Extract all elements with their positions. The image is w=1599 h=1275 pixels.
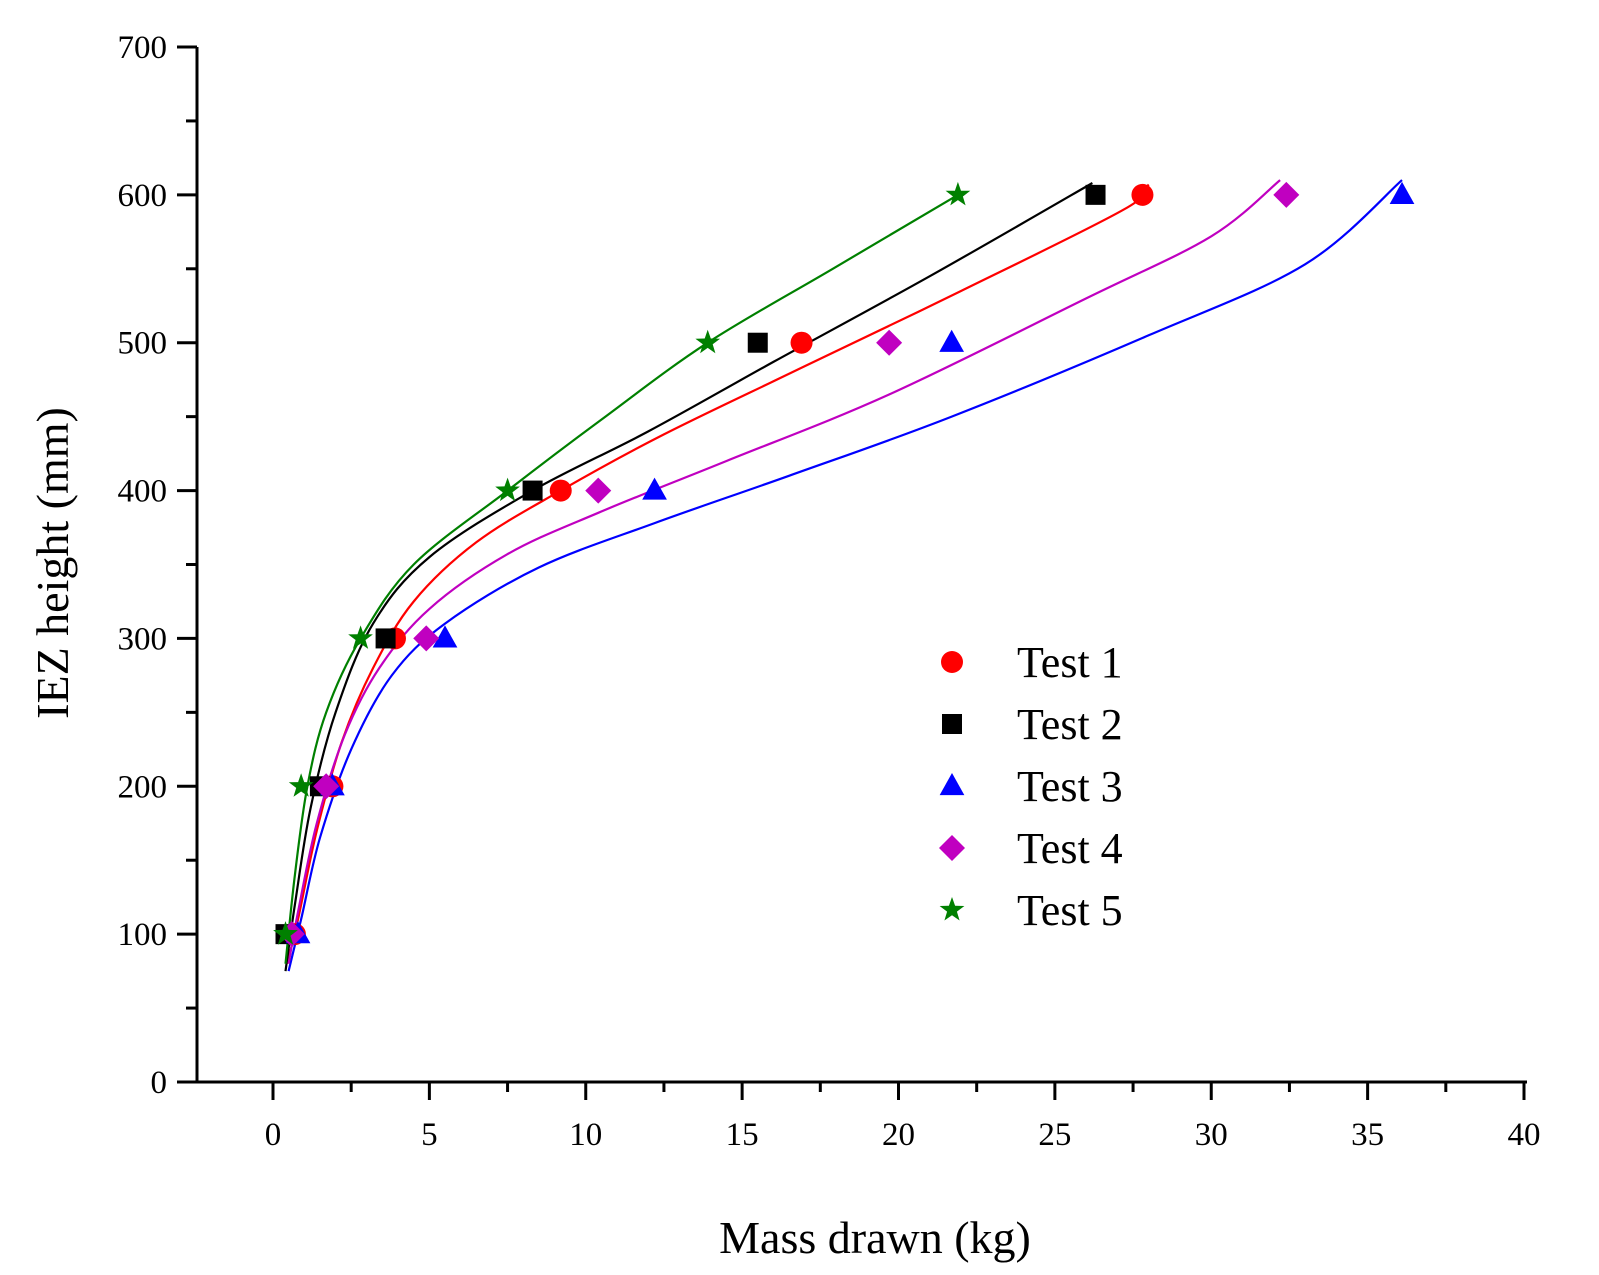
data-point-test-5 (348, 625, 373, 649)
data-point-test-2 (1085, 184, 1106, 205)
y-tick-label: 300 (118, 621, 168, 657)
legend-item-test-4: Test 4 (939, 824, 1123, 873)
legend: Test 1 Test 2 Test 3 Test 4 Test 5 (939, 638, 1123, 935)
legend-marker-test-3 (939, 773, 965, 796)
data-point-test-3 (1389, 181, 1415, 204)
legend-label: Test 2 (1017, 700, 1123, 749)
data-point-test-1 (1131, 183, 1154, 206)
legend-label: Test 5 (1017, 886, 1123, 935)
axes-layer: 0 100 200 300 400 500 600 700 0 5 10 15 20 25 30 35 40 (118, 30, 1541, 1153)
y-axis-title: IEZ height (mm) (27, 407, 78, 719)
fit-line-test-5 (284, 193, 959, 964)
x-tick-label: 5 (421, 1117, 438, 1153)
legend-label: Test 4 (1017, 824, 1123, 873)
data-point-test-4 (413, 625, 440, 652)
y-tick-label: 200 (118, 769, 168, 805)
fit-line-test-1 (286, 183, 1150, 964)
x-tick-label: 10 (569, 1117, 602, 1153)
data-point-test-4 (313, 773, 340, 800)
legend-item-test-3: Test 3 (939, 762, 1123, 811)
legend-item-test-2: Test 2 (942, 700, 1123, 749)
data-point-test-5 (273, 921, 298, 945)
fit-lines-layer (284, 179, 1403, 972)
data-point-test-4 (1273, 181, 1300, 208)
y-tick-label: 100 (118, 917, 168, 953)
data-point-test-5 (288, 773, 314, 797)
x-tick-label: 25 (1038, 1117, 1071, 1153)
data-point-test-3 (432, 625, 458, 648)
x-axis-title: Mass drawn (kg) (719, 1212, 1031, 1263)
legend-marker-test-1 (941, 651, 963, 673)
data-point-test-2 (522, 480, 543, 501)
x-tick-label: 15 (726, 1117, 759, 1153)
legend-item-test-5: Test 5 (939, 886, 1123, 935)
legend-marker-test-2 (942, 714, 962, 734)
legend-item-test-1: Test 1 (941, 638, 1123, 687)
x-tick-label: 30 (1195, 1117, 1228, 1153)
y-tick-label: 500 (118, 326, 168, 362)
data-point-test-5 (945, 181, 971, 206)
legend-label: Test 3 (1017, 762, 1123, 811)
data-point-test-2 (375, 628, 396, 649)
data-point-test-5 (495, 477, 520, 502)
markers-layer (273, 181, 1415, 948)
data-point-test-3 (642, 477, 667, 500)
y-tick-label: 400 (118, 474, 168, 510)
x-tick-label: 0 (265, 1117, 282, 1153)
y-tick-label: 600 (118, 178, 168, 214)
data-point-test-1 (549, 479, 572, 502)
y-tick-label: 700 (118, 30, 168, 66)
fit-line-test-3 (287, 179, 1403, 972)
data-point-test-2 (747, 332, 768, 353)
x-tick-label: 40 (1508, 1117, 1541, 1153)
data-point-test-5 (695, 329, 721, 354)
x-tick-label: 20 (882, 1117, 915, 1153)
legend-marker-test-4 (939, 835, 965, 861)
fit-line-test-4 (287, 179, 1281, 964)
data-point-test-4 (876, 329, 903, 356)
data-point-test-4 (585, 477, 612, 504)
fit-line-test-2 (284, 182, 1093, 972)
data-point-test-3 (939, 329, 965, 352)
legend-label: Test 1 (1017, 638, 1123, 687)
x-tick-label: 35 (1351, 1117, 1384, 1153)
y-tick-label: 0 (151, 1065, 168, 1101)
data-point-test-1 (790, 331, 813, 354)
legend-marker-test-5 (939, 897, 965, 921)
